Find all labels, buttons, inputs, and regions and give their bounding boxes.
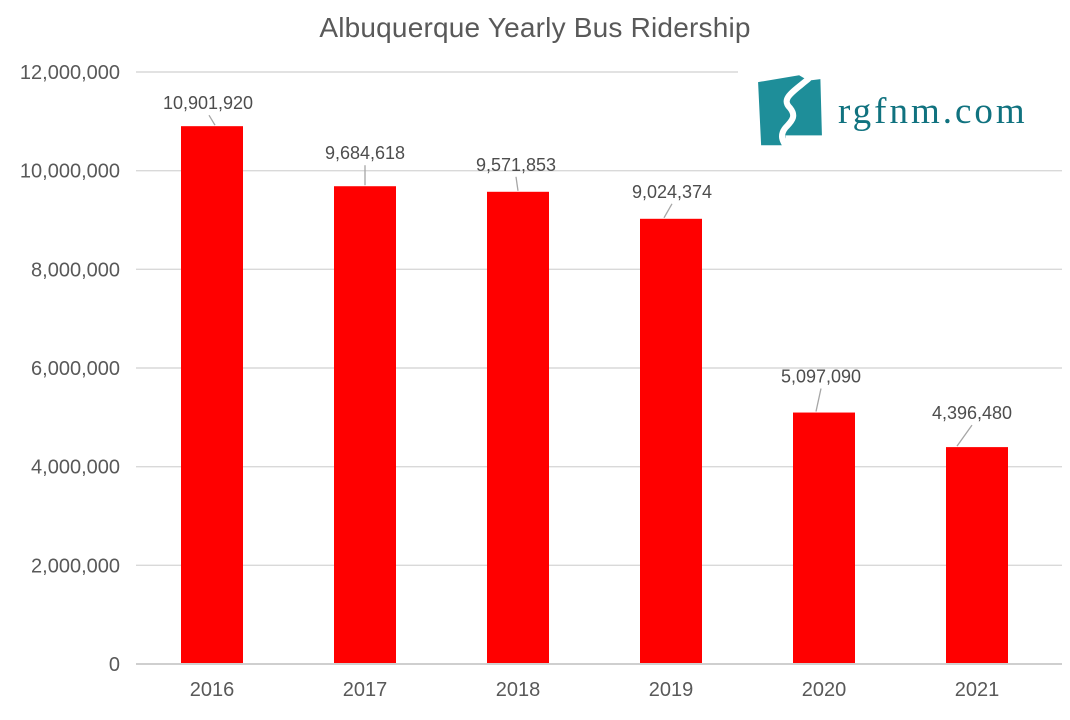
x-tick-label-2018: 2018 — [496, 679, 541, 701]
new-mexico-river-icon — [752, 73, 828, 149]
y-tick-label: 2,000,000 — [31, 555, 120, 577]
y-tick-label: 0 — [109, 654, 120, 676]
logo: rgfnm.com — [738, 64, 1068, 158]
y-tick-label: 4,000,000 — [31, 457, 120, 479]
bar-2021 — [946, 447, 1008, 663]
bar-2019 — [640, 218, 702, 663]
x-tick-label-2021: 2021 — [955, 679, 1000, 701]
x-tick-label-2016: 2016 — [190, 679, 235, 701]
bar-2020 — [793, 412, 855, 663]
y-tick-label: 12,000,000 — [20, 62, 120, 84]
x-tick-label-2017: 2017 — [343, 679, 388, 701]
data-label-leader-line — [515, 176, 519, 191]
y-tick-label: 10,000,000 — [20, 161, 120, 183]
x-tick-label-2019: 2019 — [649, 679, 694, 701]
bar-2017 — [334, 186, 396, 663]
bar-2018 — [487, 191, 549, 664]
data-label-leader-line — [956, 424, 973, 447]
data-label-2019: 9,024,374 — [632, 182, 712, 202]
data-label-leader-line — [663, 203, 673, 219]
data-label-2017: 9,684,618 — [325, 143, 405, 163]
y-tick-label: 8,000,000 — [31, 259, 120, 281]
data-label-2016: 10,901,920 — [163, 93, 253, 113]
x-tick-label-2020: 2020 — [802, 679, 847, 701]
data-label-2020: 5,097,090 — [781, 367, 861, 387]
data-label-2018: 9,571,853 — [476, 155, 556, 175]
logo-text: rgfnm.com — [838, 90, 1028, 132]
data-label-2021: 4,396,480 — [932, 403, 1012, 423]
y-tick-label: 6,000,000 — [31, 358, 120, 380]
data-label-leader-line — [815, 388, 822, 412]
chart-title: Albuquerque Yearly Bus Ridership — [319, 12, 751, 43]
data-label-leader-line — [208, 114, 216, 126]
bar-2016 — [181, 126, 243, 664]
